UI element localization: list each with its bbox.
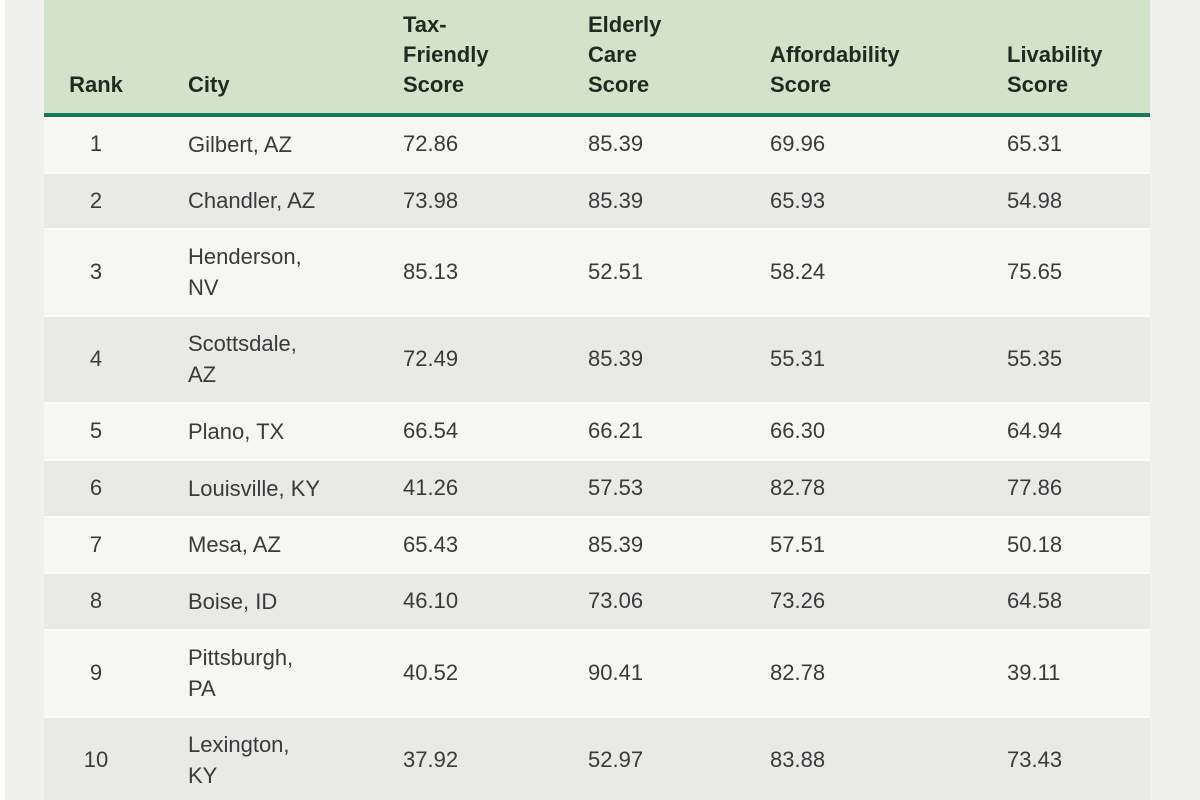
city-rankings-table: Rank City Tax-Friendly Score Elderly Car… bbox=[44, 0, 1150, 800]
city-cell: Plano, TX bbox=[148, 402, 403, 461]
affordability-score-cell: 73.26 bbox=[770, 572, 1007, 631]
tax-friendly-score-cell: 72.86 bbox=[403, 130, 459, 156]
affordability-score-cell: 58.24 bbox=[770, 228, 1007, 317]
livability-score-cell: 77.86 bbox=[1007, 459, 1150, 517]
tax-friendly-score-column-header: Tax-Friendly Score bbox=[403, 0, 588, 117]
header-row: Rank City Tax-Friendly Score Elderly Car… bbox=[44, 0, 1150, 117]
affordability-score-cell: 55.31 bbox=[770, 315, 1007, 404]
elderly-care-score-cell: 85.39 bbox=[588, 171, 770, 230]
livability-score-cell: 50.18 bbox=[1007, 515, 1150, 574]
tax-friendly-score-cell: 65.43 bbox=[403, 515, 588, 574]
affordability-score-cell: 66.30 bbox=[770, 402, 1007, 461]
table-row: 4 Scottsdale, AZ 72.49 85.39 55.31 55.35 bbox=[44, 315, 1150, 404]
livability-score-cell: 65.31 bbox=[1007, 130, 1063, 156]
rank-cell: 8 bbox=[44, 572, 148, 631]
affordability-header-label: Affordability Score bbox=[770, 42, 900, 97]
table-row: 3 Henderson, NV 85.13 52.51 58.24 75.65 bbox=[44, 228, 1150, 317]
elderly-care-score-cell: 73.06 bbox=[588, 572, 770, 631]
table-row: 5 Plano, TX 66.54 66.21 66.30 64.94 bbox=[44, 402, 1150, 461]
affordability-score-column-header: Affordability Score bbox=[770, 0, 1007, 117]
rank-cell: 2 bbox=[44, 171, 148, 230]
tax-friendly-score-cell: 85.13 bbox=[403, 228, 588, 317]
city-column-header: City bbox=[148, 0, 403, 117]
left-edge-strip bbox=[0, 0, 5, 800]
city-name: Mesa, AZ bbox=[188, 532, 281, 558]
table-header: Rank City Tax-Friendly Score Elderly Car… bbox=[44, 0, 1150, 117]
rank-cell: 7 bbox=[44, 515, 148, 574]
city-name: Louisville, KY bbox=[188, 475, 321, 501]
city-cell: Louisville, KY bbox=[148, 459, 403, 517]
city-name: Henderson, NV bbox=[188, 244, 302, 301]
city-name: Gilbert, AZ bbox=[188, 131, 292, 157]
rank-column-header: Rank bbox=[44, 0, 148, 117]
city-cell: Boise, ID bbox=[148, 572, 403, 631]
rank-cell: 5 bbox=[44, 402, 148, 461]
city-cell: Henderson, NV bbox=[148, 228, 403, 317]
elderly-care-header-label: Elderly Care Score bbox=[588, 12, 662, 97]
rank-header-label: Rank bbox=[69, 72, 123, 97]
affordability-score-cell: 82.78 bbox=[770, 459, 1007, 517]
elderly-care-score-cell: 90.41 bbox=[588, 629, 770, 718]
elderly-care-score-column-header: Elderly Care Score bbox=[588, 0, 770, 117]
rank-cell: 10 bbox=[44, 716, 148, 800]
table-row: 8 Boise, ID 46.10 73.06 73.26 64.58 bbox=[44, 572, 1150, 631]
table-row: 9 Pittsburgh, PA 40.52 90.41 82.78 39.11 bbox=[44, 629, 1150, 718]
table-row: 6 Louisville, KY 41.26 57.53 82.78 77.86 bbox=[44, 459, 1150, 517]
tax-friendly-score-cell: 41.26 bbox=[403, 459, 588, 517]
livability-score-cell: 64.58 bbox=[1007, 572, 1150, 631]
elderly-care-score-cell: 52.97 bbox=[588, 716, 770, 800]
rank-cell: 4 bbox=[44, 315, 148, 404]
elderly-care-score-cell: 85.39 bbox=[588, 315, 770, 404]
table-row: 7 Mesa, AZ 65.43 85.39 57.51 50.18 bbox=[44, 515, 1150, 574]
elderly-care-score-cell: 66.21 bbox=[588, 402, 770, 461]
table-body: 1 Gilbert, AZ 72.86 85.39 69.96 65.31 2 … bbox=[44, 115, 1150, 800]
livability-score-cell: 75.65 bbox=[1007, 228, 1150, 317]
tax-friendly-header-label: Tax-Friendly Score bbox=[403, 12, 489, 97]
city-name: Boise, ID bbox=[188, 589, 278, 615]
table-row: 1 Gilbert, AZ 72.86 85.39 69.96 65.31 bbox=[44, 115, 1150, 173]
tax-friendly-score-cell: 73.98 bbox=[403, 171, 588, 230]
affordability-score-cell: 65.93 bbox=[770, 171, 1007, 230]
livability-score-cell: 64.94 bbox=[1007, 402, 1150, 461]
affordability-score-cell: 69.96 bbox=[770, 130, 826, 156]
rank-cell: 6 bbox=[44, 459, 148, 517]
city-header-label: City bbox=[188, 72, 230, 97]
tax-friendly-score-cell: 37.92 bbox=[403, 716, 588, 800]
affordability-score-cell: 57.51 bbox=[770, 515, 1007, 574]
tax-friendly-score-cell: 72.49 bbox=[403, 315, 588, 404]
table-row: 10 Lexington, KY 37.92 52.97 83.88 73.43 bbox=[44, 716, 1150, 800]
table-row: 2 Chandler, AZ 73.98 85.39 65.93 54.98 bbox=[44, 171, 1150, 230]
city-cell: Pittsburgh, PA bbox=[148, 629, 403, 718]
livability-score-column-header: Livability Score bbox=[1007, 0, 1150, 117]
elderly-care-score-cell: 85.39 bbox=[588, 515, 770, 574]
city-cell: Lexington, KY bbox=[148, 716, 403, 800]
livability-score-cell: 73.43 bbox=[1007, 716, 1150, 800]
city-name: Lexington, KY bbox=[188, 732, 290, 789]
rank-cell: 1 bbox=[89, 130, 103, 156]
rank-cell: 9 bbox=[44, 629, 148, 718]
affordability-score-cell: 82.78 bbox=[770, 629, 1007, 718]
rank-cell: 3 bbox=[44, 228, 148, 317]
tax-friendly-score-cell: 66.54 bbox=[403, 402, 588, 461]
city-cell: Scottsdale, AZ bbox=[148, 315, 403, 404]
livability-header-label: Livability Score bbox=[1007, 42, 1103, 97]
tax-friendly-score-cell: 40.52 bbox=[403, 629, 588, 718]
livability-score-cell: 55.35 bbox=[1007, 315, 1150, 404]
city-name: Pittsburgh, PA bbox=[188, 645, 294, 702]
tax-friendly-score-cell: 46.10 bbox=[403, 572, 588, 631]
city-name: Chandler, AZ bbox=[188, 188, 316, 214]
city-name: Plano, TX bbox=[188, 419, 285, 445]
affordability-score-cell: 83.88 bbox=[770, 716, 1007, 800]
livability-score-cell: 39.11 bbox=[1007, 629, 1150, 718]
city-cell: Chandler, AZ bbox=[148, 171, 403, 230]
city-cell: Gilbert, AZ bbox=[148, 115, 403, 173]
city-name: Scottsdale, AZ bbox=[188, 331, 297, 388]
livability-score-cell: 54.98 bbox=[1007, 171, 1150, 230]
city-cell: Mesa, AZ bbox=[148, 515, 403, 574]
elderly-care-score-cell: 57.53 bbox=[588, 459, 770, 517]
elderly-care-score-cell: 85.39 bbox=[588, 130, 644, 156]
elderly-care-score-cell: 52.51 bbox=[588, 228, 770, 317]
